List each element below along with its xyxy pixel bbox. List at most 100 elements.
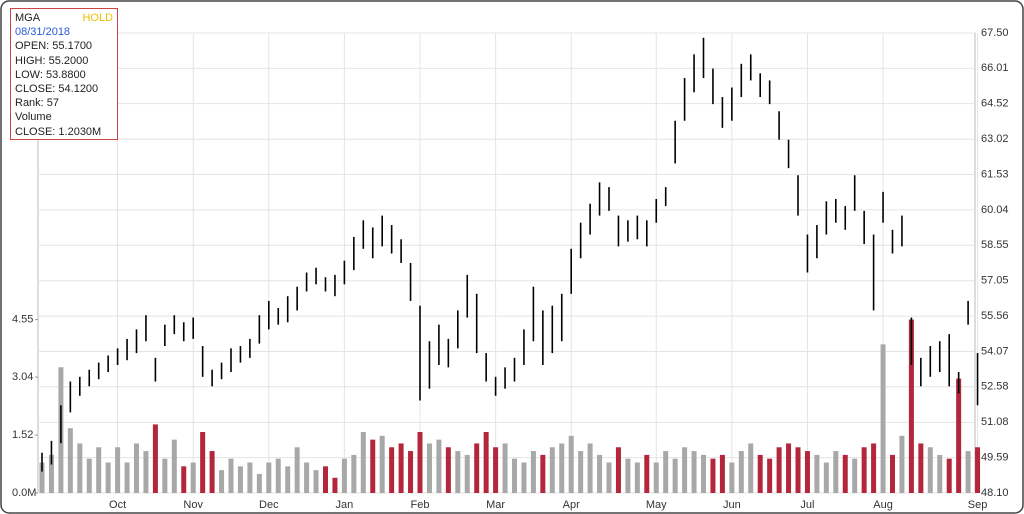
volume-bar [927,447,933,493]
volume-bar [663,451,669,493]
x-tick-label: Aug [873,499,893,511]
volume-bar [304,462,310,493]
volume-bar [455,451,461,493]
volume-bar [228,458,234,493]
volume-bar [417,432,423,493]
volume-bar [370,439,376,493]
x-tick-label: Dec [259,499,279,511]
volume-bar [77,443,83,493]
volume-bar [285,466,291,493]
y2-tick-label: 4.55 [12,314,33,326]
y-tick-label: 48.10 [981,487,1009,499]
volume-bar [379,435,385,493]
y-tick-label: 61.53 [981,168,1009,180]
volume-bar [701,454,706,493]
volume-bar [96,447,102,493]
volume-bar [615,447,621,493]
volume-bar [653,462,659,493]
info-line: Volume [15,111,52,124]
x-tick-label: Jan [336,499,354,511]
date: 08/31/2018 [15,26,71,39]
volume-bar [814,454,820,493]
volume-bar [786,443,792,493]
volume-bar [360,432,366,493]
volume-bar [804,451,810,493]
volume-bar [143,451,149,493]
x-tick-label: May [646,499,667,511]
volume-bar [341,458,347,493]
volume-bar [890,454,895,493]
volume-bar [559,443,565,493]
y-tick-label: 67.50 [981,27,1009,39]
volume-bar [682,447,688,493]
volume-bar [181,466,187,493]
volume-bar [247,462,253,493]
volume-bar [134,443,139,493]
volume-bar [124,462,130,493]
volume-bar [946,458,952,493]
volume-bar [937,454,943,493]
volume-bar [587,443,593,493]
volume-bar [115,447,121,493]
volume-bar [389,447,395,493]
info-line: LOW: 53.8800 [15,68,86,81]
volume-bar [634,462,640,493]
y2-tick-label: 1.52 [12,429,33,441]
volume-bar [426,443,432,493]
volume-bar [597,454,603,493]
volume-bar [795,447,801,493]
y-tick-label: 60.04 [981,204,1009,216]
volume-bar [757,454,763,493]
volume-bar [719,454,725,493]
volume-bar [152,424,158,493]
volume-bar [436,439,442,493]
volume-bar [502,443,508,493]
volume-bar [39,462,45,493]
y-tick-label: 66.01 [981,62,1009,74]
y-tick-label: 52.58 [981,381,1009,393]
volume-bar [672,458,678,493]
volume-bar [710,458,716,493]
volume-bar [521,462,527,493]
volume-bar [474,443,480,493]
symbol: MGA [15,12,41,24]
volume-bar [965,451,971,493]
y2-tick-label: 0.0M [12,487,36,499]
volume-bar [606,462,612,493]
volume-bar [266,462,272,493]
volume-bar [200,432,206,493]
info-line: HIGH: 55.2000 [15,54,89,67]
volume-bar [908,319,914,493]
volume-bar [776,447,782,493]
volume-bar [729,462,735,493]
volume-bar [323,466,328,493]
volume-bar [162,458,168,493]
x-tick-label: Jun [723,499,741,511]
info-line: Rank: 57 [15,97,60,110]
volume-bar [48,454,54,493]
volume-bar [105,462,111,493]
volume-bar [464,454,470,493]
y-tick-label: 49.59 [981,452,1009,464]
volume-bar [644,454,650,493]
volume-bar [748,443,754,493]
volume-bar [975,447,981,493]
volume-bar [171,439,177,493]
volume-bar [918,443,924,493]
volume-bar [512,458,517,493]
y2-tick-label: 3.04 [12,371,33,383]
y-tick-label: 64.52 [981,98,1009,110]
volume-bar [956,378,962,493]
volume-bar [351,454,357,493]
y-tick-label: 55.56 [981,310,1009,322]
volume-bar [256,473,262,493]
volume-bar [275,458,281,493]
volume-bar [568,435,574,493]
volume-bar [833,451,839,493]
y-tick-label: 57.05 [981,275,1009,287]
volume-bar [540,454,546,493]
volume-bar [294,447,300,493]
volume-bar [530,451,536,493]
